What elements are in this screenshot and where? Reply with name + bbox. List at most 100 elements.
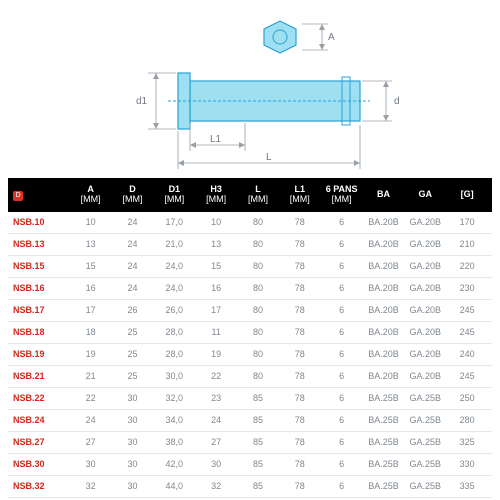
cell-l1: 78 xyxy=(279,284,321,294)
cell-ref[interactable]: NSB.10 xyxy=(12,218,70,228)
cell-ga: GA.20B xyxy=(404,218,446,228)
cell-d1: 17,0 xyxy=(153,218,195,228)
cell-d: 30 xyxy=(112,482,154,492)
cell-g: 210 xyxy=(446,240,488,250)
socket-diagram: A d d1 xyxy=(8,8,492,178)
cell-ga: GA.25B xyxy=(404,482,446,492)
cell-ga: GA.20B xyxy=(404,284,446,294)
table-row: NSB.15152424,01580786BA.20BGA.20B220 xyxy=(8,256,492,278)
cell-g: 330 xyxy=(446,460,488,470)
cell-l1: 78 xyxy=(279,438,321,448)
cell-d: 25 xyxy=(112,350,154,360)
cell-ga: GA.20B xyxy=(404,306,446,316)
cell-l: 80 xyxy=(237,306,279,316)
cell-ref[interactable]: NSB.18 xyxy=(12,328,70,338)
cell-p6: 6 xyxy=(321,328,363,338)
cell-d1: 44,0 xyxy=(153,482,195,492)
cell-ref[interactable]: NSB.21 xyxy=(12,372,70,382)
cell-d1: 26,0 xyxy=(153,306,195,316)
col-header-ref: D xyxy=(12,190,70,201)
cell-d: 30 xyxy=(112,394,154,404)
cell-ba: BA.25B xyxy=(363,416,405,426)
cell-ref[interactable]: NSB.17 xyxy=(12,306,70,316)
cell-a: 30 xyxy=(70,460,112,470)
cell-l: 85 xyxy=(237,460,279,470)
cell-ref[interactable]: NSB.27 xyxy=(12,438,70,448)
cell-p6: 6 xyxy=(321,350,363,360)
cell-ref[interactable]: NSB.19 xyxy=(12,350,70,360)
cell-l1: 78 xyxy=(279,218,321,228)
col-header-g: [G] xyxy=(446,190,488,200)
cell-g: 240 xyxy=(446,350,488,360)
cell-ba: BA.20B xyxy=(363,218,405,228)
cell-l: 80 xyxy=(237,372,279,382)
table-row: NSB.18182528,01180786BA.20BGA.20B245 xyxy=(8,322,492,344)
cell-p6: 6 xyxy=(321,394,363,404)
label-d: d xyxy=(394,96,400,107)
cell-h3: 19 xyxy=(195,350,237,360)
table-row: NSB.16162424,01680786BA.20BGA.20B230 xyxy=(8,278,492,300)
cell-d: 24 xyxy=(112,262,154,272)
cell-p6: 6 xyxy=(321,482,363,492)
cell-ga: GA.20B xyxy=(404,372,446,382)
cell-d: 24 xyxy=(112,240,154,250)
cell-g: 245 xyxy=(446,372,488,382)
cell-h3: 16 xyxy=(195,284,237,294)
cell-ref[interactable]: NSB.13 xyxy=(12,240,70,250)
col-header-ba: BA xyxy=(363,190,405,200)
cell-g: 250 xyxy=(446,394,488,404)
cell-l: 85 xyxy=(237,482,279,492)
cell-h3: 30 xyxy=(195,460,237,470)
cell-l1: 78 xyxy=(279,262,321,272)
cell-l: 85 xyxy=(237,394,279,404)
cell-l: 80 xyxy=(237,262,279,272)
cell-l1: 78 xyxy=(279,306,321,316)
cell-ref[interactable]: NSB.16 xyxy=(12,284,70,294)
cell-a: 32 xyxy=(70,482,112,492)
cell-p6: 6 xyxy=(321,284,363,294)
cell-d: 24 xyxy=(112,284,154,294)
page: A d d1 xyxy=(0,0,500,500)
cell-ba: BA.25B xyxy=(363,460,405,470)
ref-sort-icon[interactable]: D xyxy=(13,191,23,201)
cell-p6: 6 xyxy=(321,262,363,272)
cell-l1: 78 xyxy=(279,394,321,404)
cell-ref[interactable]: NSB.15 xyxy=(12,262,70,272)
table-row: NSB.22223032,02385786BA.25BGA.25B250 xyxy=(8,388,492,410)
col-header-d: D[MM] xyxy=(112,185,154,205)
cell-ref[interactable]: NSB.22 xyxy=(12,394,70,404)
cell-ref[interactable]: NSB.24 xyxy=(12,416,70,426)
cell-g: 170 xyxy=(446,218,488,228)
cell-l1: 78 xyxy=(279,328,321,338)
col-header-ga: GA xyxy=(404,190,446,200)
cell-ga: GA.20B xyxy=(404,328,446,338)
col-header-h3: H3[MM] xyxy=(195,185,237,205)
label-L1: L1 xyxy=(210,134,222,145)
diagram-svg: A d d1 xyxy=(70,11,430,176)
cell-p6: 6 xyxy=(321,460,363,470)
cell-ga: GA.20B xyxy=(404,240,446,250)
cell-d: 30 xyxy=(112,416,154,426)
cell-ga: GA.25B xyxy=(404,460,446,470)
cell-ba: BA.20B xyxy=(363,350,405,360)
table-row: NSB.24243034,02485786BA.25BGA.25B280 xyxy=(8,410,492,432)
cell-d1: 24,0 xyxy=(153,284,195,294)
cell-d1: 34,0 xyxy=(153,416,195,426)
cell-h3: 24 xyxy=(195,416,237,426)
cell-d1: 32,0 xyxy=(153,394,195,404)
table-row: NSB.17172626,01780786BA.20BGA.20B245 xyxy=(8,300,492,322)
cell-h3: 11 xyxy=(195,328,237,338)
cell-d1: 21,0 xyxy=(153,240,195,250)
cell-l1: 78 xyxy=(279,240,321,250)
cell-ba: BA.20B xyxy=(363,306,405,316)
cell-a: 19 xyxy=(70,350,112,360)
cell-p6: 6 xyxy=(321,306,363,316)
cell-g: 220 xyxy=(446,262,488,272)
cell-l: 80 xyxy=(237,328,279,338)
cell-h3: 32 xyxy=(195,482,237,492)
spec-table: DA[MM]D[MM]D1[MM]H3[MM]L[MM]L1[MM]6 PANS… xyxy=(8,178,492,500)
col-header-a: A[MM] xyxy=(70,185,112,205)
cell-d1: 28,0 xyxy=(153,328,195,338)
cell-ref[interactable]: NSB.30 xyxy=(12,460,70,470)
cell-ref[interactable]: NSB.32 xyxy=(12,482,70,492)
